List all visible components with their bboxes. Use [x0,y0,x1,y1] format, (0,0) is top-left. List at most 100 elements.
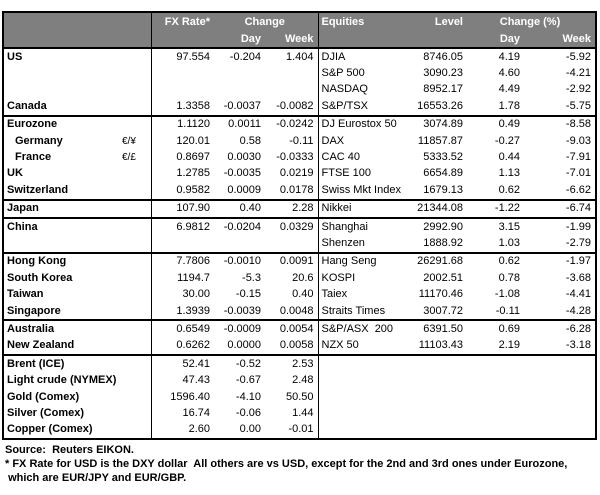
equity-day-change-cell: 1.13 [498,167,520,180]
currency-pair-cell [121,286,152,303]
region-name-cell: Taiwan [7,288,44,301]
fx-rate-cell [151,82,214,98]
fx-week-change-cell: 1.44 [265,405,319,422]
fx-week-change-cell: 0.40 [265,286,319,303]
equity-day-change-cell: 4.19 [498,50,520,63]
table-row: Eurozone 1.1120 0.0011 -0.0242 DJ Eurost… [4,115,595,133]
equity-day-change-cell: 2.19 [467,337,524,357]
fx-rate-cell: 0.9582 [151,182,214,201]
fx-rate-cell [151,235,214,254]
equity-week-change-cell: -3.68 [565,271,591,284]
region-name-cell: Switzerland [4,182,121,201]
equity-day-change-cell: 1.03 [467,235,524,254]
fx-day-change-cell: 0.00 [239,423,261,436]
equity-week-change-cell: -1.99 [565,220,591,233]
fx-day-change-cell: 0.0030 [227,151,261,164]
equity-level-cell: 11170.46 [418,288,463,301]
equity-day-change-cell [467,405,524,421]
table-row: France €/£ 0.8697 0.0030 -0.0333 CAC 40 … [4,149,595,166]
fx-rate-cell: 1.3939 [151,302,214,322]
equity-name-cell: Swiss Mkt Index [318,182,410,201]
equity-name-cell: DJIA [321,50,346,63]
equity-day-change-cell: 4.49 [498,83,520,96]
equity-day-change-cell: -1.22 [467,199,524,219]
fx-day-change-cell: -0.52 [235,357,261,370]
fx-footnote-line2: which are EUR/JPY and EUR/GBP. [5,471,187,484]
table-row: Brent (ICE) 52.41 -0.52 2.53 [4,355,595,373]
equity-name-cell: Straits Times [318,302,410,322]
fx-rate-cell: 0.6262 [151,337,214,357]
fx-rate-cell: 30.00 [182,288,210,301]
region-name-cell: UK [7,167,23,180]
fx-week-change-cell: 0.0091 [265,252,319,271]
table-row: Copper (Comex) 2.60 0.00 -0.01 [4,421,595,438]
equity-name-cell: FTSE 100 [321,167,372,180]
region-name-cell: US [7,50,23,63]
equity-week-change-cell [524,372,595,388]
market-table-frame: FX Rate* Change Equities Level Change (%… [2,11,597,440]
fx-week-change-cell: 0.0048 [265,302,319,322]
table-row: Shenzen 1888.92 1.03 -2.79 [4,235,595,254]
fx-rate-cell: 7.7806 [176,255,210,268]
fx-rate-cell: 6.9812 [176,220,210,233]
equity-day-change-cell: 4.60 [498,67,520,80]
region-name-cell: Eurozone [7,118,58,131]
equity-day-header: Day [467,31,524,49]
equity-day-change-cell [467,389,524,405]
fx-rate-cell: 52.41 [182,357,210,370]
fx-week-change-cell: 20.6 [265,270,319,287]
region-name-cell: New Zealand [4,337,121,357]
equity-name-cell: Shanghai [321,220,369,233]
fx-rate-cell: 1.2785 [176,167,210,180]
equity-name-cell: NZX 50 [318,337,410,357]
region-name-cell [4,65,121,81]
equity-name-cell [318,389,410,405]
equity-name-cell [318,355,410,372]
fx-rate-cell: 1194.7 [177,271,210,284]
fx-week-change-cell: 0.0219 [265,165,319,183]
fx-day-change-cell: -0.0010 [223,255,261,268]
table-row: Gold (Comex) 1596.40 -4.10 50.50 [4,388,595,406]
corner-cell-2 [4,31,152,49]
currency-pair-cell [121,81,152,99]
equity-level-cell: 11857.87 [417,134,463,147]
table-body: US 97.554 -0.204 1.404 DJIA 8746.05 4.19… [4,48,595,438]
fx-rate-header-spacer [151,31,214,49]
fx-week-change-cell: -0.11 [265,132,319,150]
equity-week-change-cell: -1.97 [565,255,591,268]
fx-rate-cell: 1.3358 [151,98,214,117]
equity-name-cell: Taiex [321,288,348,301]
equity-day-change-cell: 0.44 [498,151,520,164]
fx-day-change-cell: -0.0039 [214,302,265,322]
fx-day-change-cell: -0.0037 [214,98,265,117]
equity-name-cell [318,422,410,438]
fx-rate-header: FX Rate* [151,13,214,31]
market-data-table: FX Rate* Change Equities Level Change (%… [4,13,595,438]
fx-day-change-cell: -0.0009 [223,322,261,335]
currency-pair-cell [121,217,152,236]
currency-pair-cell [121,252,152,271]
fx-rate-cell: 107.90 [151,199,214,219]
equities-header: Equities [318,13,410,31]
fx-day-change-cell: 0.0009 [214,182,265,201]
fx-week-change-cell: -0.0333 [265,149,319,166]
table-row: US 97.554 -0.204 1.404 DJIA 8746.05 4.19… [4,48,595,66]
equity-day-change-cell: 0.49 [498,118,520,131]
equity-level-cell: 3007.72 [410,302,467,322]
equity-name-cell [318,372,410,388]
region-name-cell: China [7,220,38,233]
equity-week-change-cell [524,422,595,438]
equity-level-cell: 6654.89 [423,167,463,180]
fx-day-change-cell: -5.3 [242,271,261,284]
table-row: Light crude (NYMEX) 47.43 -0.67 2.48 [4,372,595,389]
region-name-cell: Germany [15,134,63,147]
currency-pair-cell [121,115,152,133]
equity-week-change-cell: -7.91 [565,151,591,164]
equity-week-change-cell: -2.79 [524,235,595,254]
equity-level-cell: 1888.92 [410,235,467,254]
table-row: China 6.9812 -0.0204 0.0329 Shanghai 299… [4,217,595,236]
equity-level-cell [410,405,467,421]
region-name-cell: Light crude (NYMEX) [7,374,117,387]
fx-week-change-cell: 0.0329 [265,217,319,236]
equity-week-change-cell: -9.03 [565,134,591,147]
